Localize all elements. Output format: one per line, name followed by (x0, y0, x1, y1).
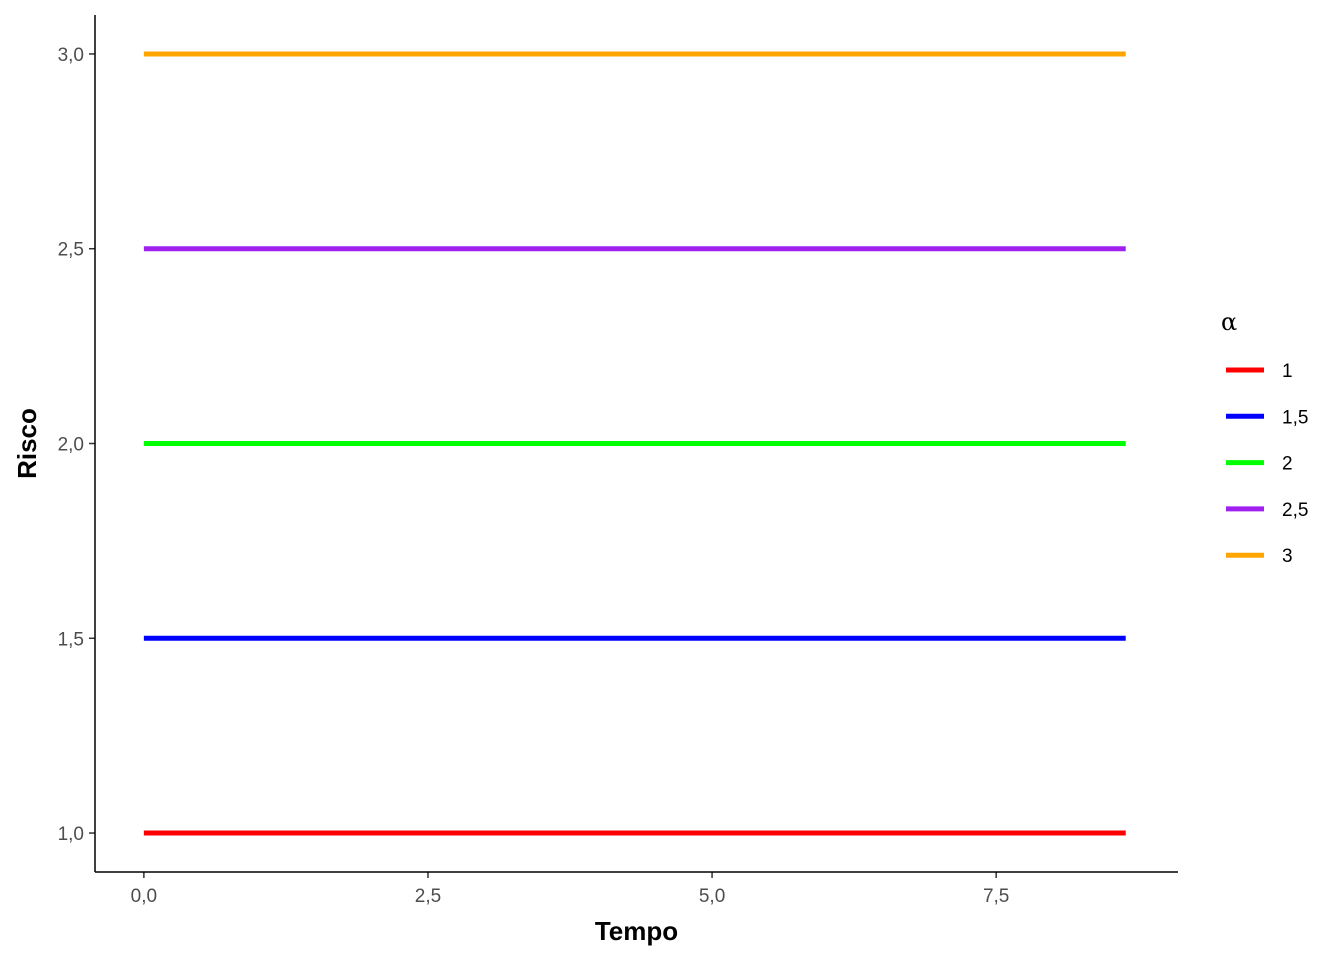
series-lines (143, 51, 1126, 836)
legend-label-3: 2 (1282, 454, 1293, 475)
legend-label-2: 1,5 (1282, 407, 1308, 428)
legend: α 1 1,5 2 2,5 3 (1221, 308, 1308, 567)
x-tick-label: 7,5 (983, 886, 1009, 907)
legend-label-1: 1 (1282, 361, 1293, 382)
y-tick-label: 1,0 (58, 824, 84, 845)
y-tick-label: 2,5 (58, 240, 84, 261)
legend-label-4: 2,5 (1282, 500, 1308, 521)
y-axis-title: Risco (12, 408, 42, 479)
x-axis-title: Tempo (595, 916, 678, 946)
legend-label-5: 3 (1282, 546, 1293, 567)
x-tick-label: 2,5 (415, 886, 441, 907)
x-axis-ticks: 0,0 2,5 5,0 7,5 (131, 872, 1009, 907)
y-tick-label: 1,5 (58, 629, 84, 650)
x-tick-label: 5,0 (699, 886, 725, 907)
y-tick-label: 2,0 (58, 435, 84, 456)
x-tick-label: 0,0 (131, 886, 157, 907)
legend-title: α (1221, 308, 1237, 336)
y-tick-label: 3,0 (58, 45, 84, 66)
y-axis-ticks: 1,0 1,5 2,0 2,5 3,0 (58, 45, 95, 845)
legend-items: 1 1,5 2 2,5 3 (1226, 361, 1308, 567)
